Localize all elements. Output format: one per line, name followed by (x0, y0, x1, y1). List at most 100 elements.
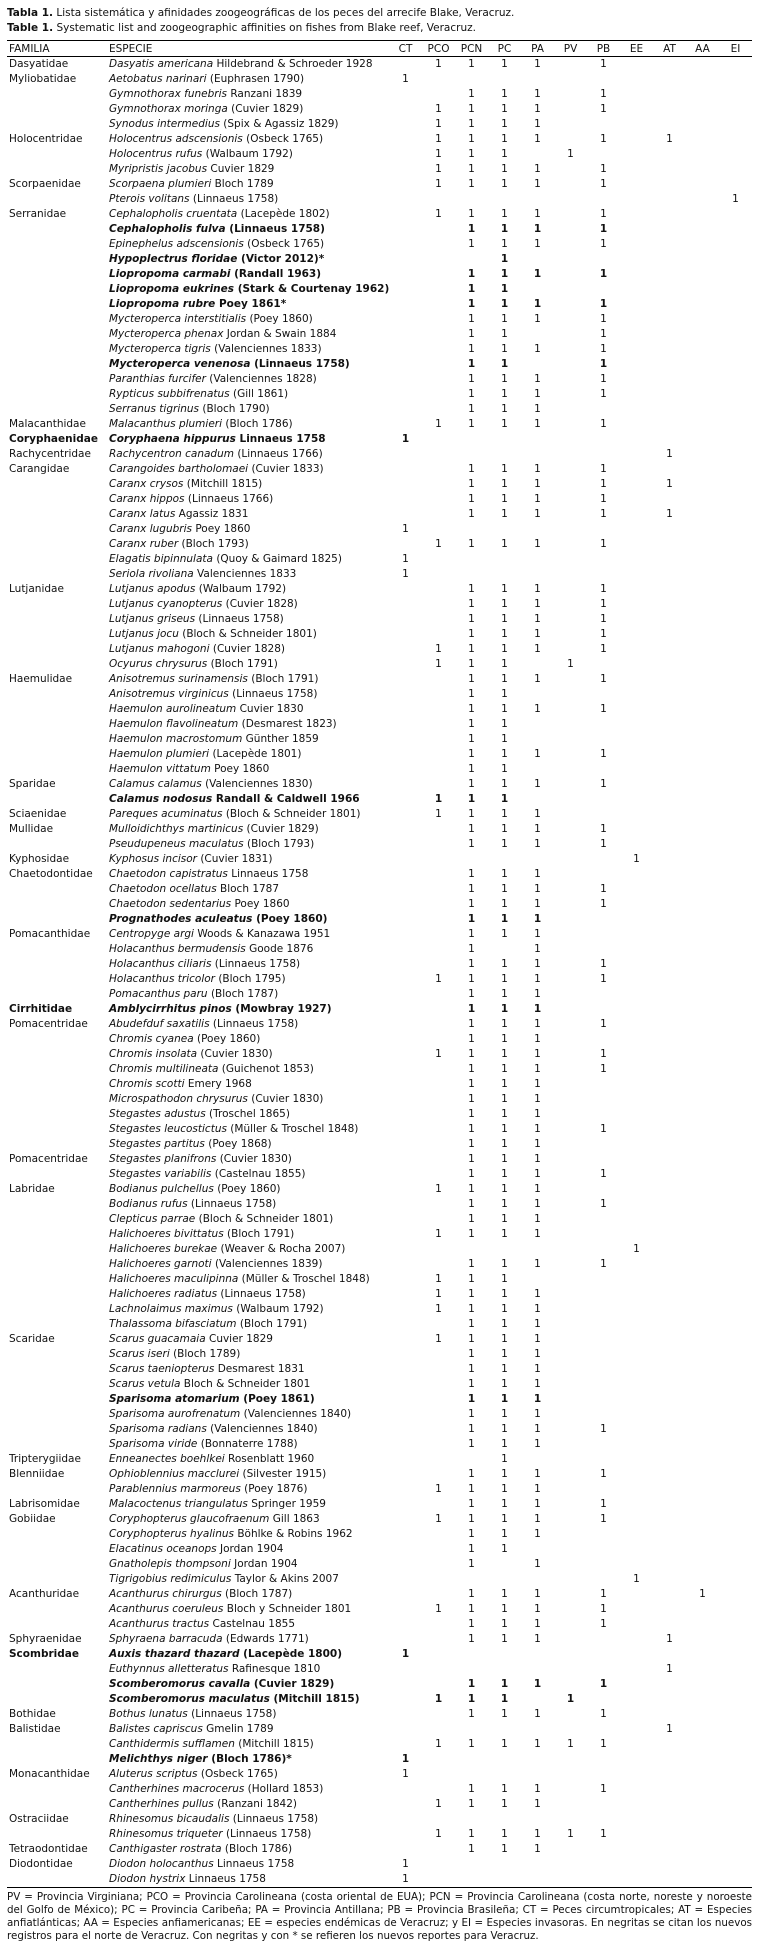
record: 1 (435, 1738, 442, 1750)
record: 1 (534, 868, 541, 880)
family-cell (7, 1287, 107, 1302)
record: 1 (401, 433, 410, 445)
record: 1 (501, 928, 508, 940)
record-cell (620, 1062, 653, 1077)
table-row: Sparisoma atomarium (Poey 1861) 1 1 1 (7, 1392, 752, 1407)
record-cell (422, 927, 455, 942)
record-cell (620, 237, 653, 252)
species-author: Bloch y Schneider 1801 (226, 1603, 352, 1615)
record: 1 (534, 163, 541, 175)
species-name: Kyphosus incisor (109, 853, 197, 865)
record-cell: 1 (587, 177, 620, 192)
table-row: Holacanthus tricolor (Bloch 1795) 1 1 1 1 1 (7, 972, 752, 987)
family-cell: Sciaenidae (7, 807, 107, 822)
species-name: Gymnothorax funebris (109, 88, 227, 100)
family-cell (7, 297, 107, 312)
record-cell (389, 1362, 422, 1377)
record-cell: 1 (455, 87, 488, 102)
record: 1 (534, 1588, 541, 1600)
species-cell: Coryphaena hippurus Linnaeus 1758 (107, 432, 389, 447)
record-cell: 1 (455, 372, 488, 387)
species-author: (Poey 1868) (208, 1138, 272, 1150)
record-cell (389, 1527, 422, 1542)
record-cell (686, 462, 719, 477)
record-cell (653, 1572, 686, 1587)
record-cell (455, 252, 488, 267)
table-row: Myripristis jacobus Cuvier 1829 1 1 1 1 1 (7, 162, 752, 177)
record-cell: 1 (587, 1782, 620, 1797)
record: 1 (501, 778, 508, 790)
record-cell (620, 1407, 653, 1422)
record: 1 (567, 1828, 574, 1840)
record-cell (620, 702, 653, 717)
record-cell: 1 (521, 1827, 554, 1842)
family-cell (7, 102, 107, 117)
record: 1 (600, 343, 607, 355)
record-cell (521, 852, 554, 867)
record-cell (389, 597, 422, 612)
family-cell (7, 1137, 107, 1152)
record-cell: 1 (488, 1782, 521, 1797)
record-cell (389, 387, 422, 402)
record-cell: 1 (554, 657, 587, 672)
record-cell (521, 1662, 554, 1677)
record: 1 (435, 148, 442, 160)
record-cell (620, 1002, 653, 1017)
family-cell (7, 1317, 107, 1332)
record-cell: 1 (488, 747, 521, 762)
record: 1 (533, 298, 542, 310)
record-cell (719, 117, 752, 132)
record-cell (653, 1602, 686, 1617)
record-cell: 1 (521, 1137, 554, 1152)
species-author: (Linnaeus 1758) (232, 688, 318, 700)
record-cell (389, 1122, 422, 1137)
record: 1 (666, 1663, 673, 1675)
record-cell: 1 (521, 1632, 554, 1647)
record-cell (554, 762, 587, 777)
family-cell (7, 597, 107, 612)
table-row: Haemulon plumieri (Lacepède 1801) 1 1 1 1 (7, 747, 752, 762)
record-cell: 1 (455, 612, 488, 627)
record-cell (389, 1812, 422, 1827)
species-author: (Mitchill 1815) (273, 1693, 360, 1705)
record: 1 (468, 178, 475, 190)
record: 1 (534, 178, 541, 190)
record-cell (620, 822, 653, 837)
record-cell: 1 (455, 1512, 488, 1527)
record-cell (719, 1032, 752, 1047)
record: 1 (534, 838, 541, 850)
record-cell: 1 (488, 1617, 521, 1632)
family-cell: Serranidae (7, 207, 107, 222)
species-cell: Caranx crysos (Mitchill 1815) (107, 477, 389, 492)
record: 1 (435, 1048, 442, 1060)
table-row: Sphyraenidae Sphyraena barracuda (Edwards… (7, 1632, 752, 1647)
record: 1 (534, 538, 541, 550)
species-name: Carangoides bartholomaei (109, 463, 249, 475)
species-cell: Malacoctenus triangulatus Springer 1959 (107, 1497, 389, 1512)
record: 1 (501, 1738, 508, 1750)
record-cell: 1 (422, 1302, 455, 1317)
record-cell (620, 477, 653, 492)
family-cell (7, 687, 107, 702)
record-cell (653, 582, 686, 597)
record-cell (554, 1722, 587, 1737)
record: 1 (633, 1573, 640, 1585)
species-name: Gnatholepis thompsoni (109, 1558, 231, 1570)
family-cell: Scorpaenidae (7, 177, 107, 192)
record-cell (389, 1512, 422, 1527)
record-cell (554, 1632, 587, 1647)
record-cell: 1 (455, 1302, 488, 1317)
record-cell: 1 (455, 1422, 488, 1437)
record-cell (587, 1152, 620, 1167)
record: 1 (501, 1228, 508, 1240)
record-cell: 1 (521, 1467, 554, 1482)
record-cell: 1 (455, 492, 488, 507)
record-cell: 1 (554, 1737, 587, 1752)
record-cell (389, 867, 422, 882)
record-cell (653, 1677, 686, 1692)
species-cell: Elagatis bipinnulata (Quoy & Gaimard 182… (107, 552, 389, 567)
record-cell (554, 1437, 587, 1452)
record: 1 (468, 88, 475, 100)
record: 1 (533, 223, 542, 235)
